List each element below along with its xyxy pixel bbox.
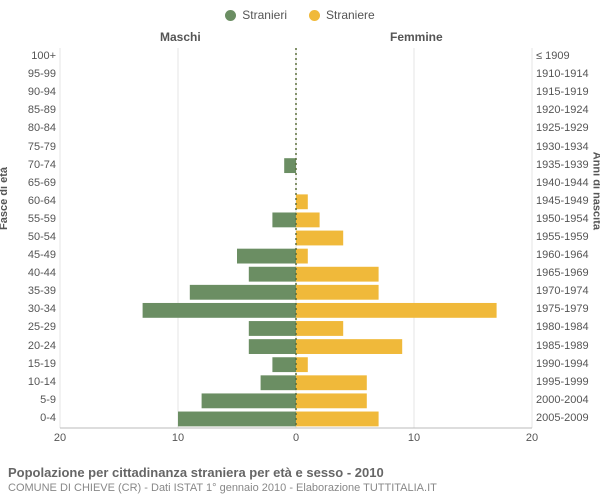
age-label: 75-79 [18,141,56,153]
chart-title: Popolazione per cittadinanza straniera p… [8,465,592,480]
age-label: 40-44 [18,267,56,279]
age-label: 85-89 [18,104,56,116]
bar-male [272,357,296,372]
birth-year-label: 1935-1939 [536,159,596,171]
female-swatch [309,10,320,21]
age-label: 80-84 [18,122,56,134]
legend-female-label: Straniere [326,8,375,22]
legend: Stranieri Straniere [0,0,600,22]
birth-year-label: ≤ 1909 [536,50,596,62]
bar-female [296,375,367,390]
age-label: 15-19 [18,358,56,370]
bar-male [237,249,296,264]
x-tick-label: 10 [408,432,420,444]
birth-year-label: 2000-2004 [536,394,596,406]
birth-year-label: 1960-1964 [536,249,596,261]
birth-year-label: 1940-1944 [536,177,596,189]
age-label: 55-59 [18,213,56,225]
bar-female [296,321,343,336]
bar-female [296,339,402,354]
age-label: 0-4 [18,412,56,424]
bar-female [296,231,343,246]
bar-male [284,158,296,173]
bar-male [202,393,296,408]
bar-female [296,267,379,282]
pyramid-svg [60,30,532,448]
bar-female [296,249,308,264]
male-swatch [225,10,236,21]
age-label: 95-99 [18,68,56,80]
birth-year-label: 1980-1984 [536,321,596,333]
birth-year-label: 1985-1989 [536,340,596,352]
bar-male [272,212,296,227]
x-tick-label: 20 [526,432,538,444]
bar-male [190,285,296,300]
bar-female [296,357,308,372]
birth-year-label: 1920-1924 [536,104,596,116]
bar-female [296,303,497,318]
birth-year-label: 1930-1934 [536,141,596,153]
age-label: 20-24 [18,340,56,352]
age-label: 65-69 [18,177,56,189]
birth-year-label: 1965-1969 [536,267,596,279]
x-tick-label: 10 [172,432,184,444]
legend-item-male: Stranieri [225,8,287,22]
chart-plot [60,30,532,448]
chart-subtitle: COMUNE DI CHIEVE (CR) - Dati ISTAT 1° ge… [8,482,592,494]
birth-year-label: 1925-1929 [536,122,596,134]
bar-female [296,285,379,300]
bar-male [249,267,296,282]
age-label: 25-29 [18,321,56,333]
age-label: 45-49 [18,249,56,261]
birth-year-label: 1910-1914 [536,68,596,80]
age-label: 90-94 [18,86,56,98]
age-label: 50-54 [18,231,56,243]
birth-year-label: 1945-1949 [536,195,596,207]
birth-year-label: 1995-1999 [536,376,596,388]
legend-male-label: Stranieri [242,8,287,22]
footer: Popolazione per cittadinanza straniera p… [8,465,592,494]
age-label: 100+ [18,50,56,62]
bar-female [296,212,320,227]
bar-female [296,194,308,209]
bar-male [178,412,296,427]
age-label: 5-9 [18,394,56,406]
bar-male [249,339,296,354]
birth-year-label: 2005-2009 [536,412,596,424]
bar-male [143,303,296,318]
birth-year-label: 1970-1974 [536,285,596,297]
birth-year-label: 1950-1954 [536,213,596,225]
bar-female [296,393,367,408]
legend-item-female: Straniere [309,8,375,22]
x-tick-label: 0 [293,432,299,444]
birth-year-label: 1975-1979 [536,303,596,315]
bar-female [296,412,379,427]
age-label: 10-14 [18,376,56,388]
birth-year-label: 1915-1919 [536,86,596,98]
bar-male [261,375,296,390]
age-label: 30-34 [18,303,56,315]
age-label: 70-74 [18,159,56,171]
age-label: 35-39 [18,285,56,297]
birth-year-label: 1990-1994 [536,358,596,370]
birth-year-label: 1955-1959 [536,231,596,243]
y-left-axis-title: Fasce di età [0,167,10,230]
age-label: 60-64 [18,195,56,207]
x-tick-label: 20 [54,432,66,444]
bar-male [249,321,296,336]
